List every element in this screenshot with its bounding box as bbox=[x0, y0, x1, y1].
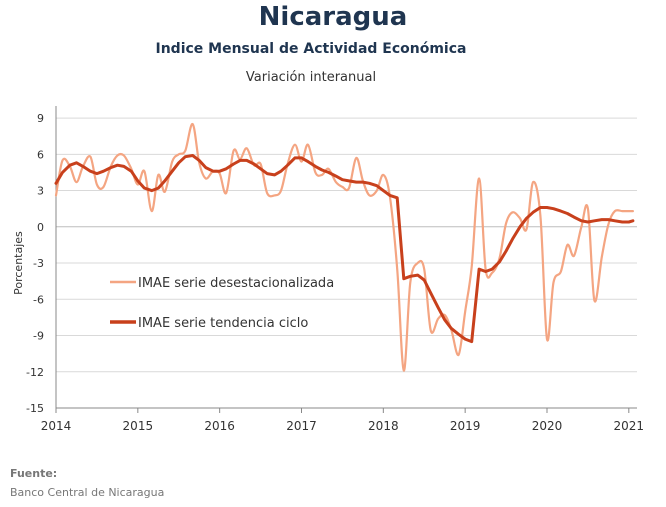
y-tick-label: -9 bbox=[33, 330, 44, 343]
source-value: Banco Central de Nicaragua bbox=[10, 486, 165, 499]
y-axis-title: Porcentajes bbox=[12, 231, 25, 295]
y-tick-label: 0 bbox=[37, 221, 44, 234]
line-chart: -15 -12 -9 -6 -3 0 3 6 9 2014 2015 2016 2017 2018 2019… bbox=[12, 106, 645, 433]
y-tick-label: -12 bbox=[26, 366, 44, 379]
x-tick-label: 2017 bbox=[286, 419, 317, 433]
legend-label: IMAE serie tendencia ciclo bbox=[138, 316, 308, 331]
x-tick-label: 2015 bbox=[123, 419, 154, 433]
chart-subtitle-secondary: Variación interanual bbox=[245, 70, 377, 85]
x-tick-label: 2016 bbox=[204, 419, 235, 433]
chart-subtitle: Indice Mensual de Actividad Económica bbox=[155, 41, 467, 57]
y-tick-label: 3 bbox=[37, 185, 44, 198]
y-tick-label: 6 bbox=[37, 148, 44, 161]
chart-title: Nicaragua bbox=[258, 2, 408, 32]
x-tick-label: 2020 bbox=[532, 419, 563, 433]
series-line-tendencia bbox=[54, 154, 635, 344]
x-tick-label: 2014 bbox=[41, 419, 72, 433]
series-line-desestacionalizada bbox=[54, 122, 634, 372]
y-tick-label: 9 bbox=[37, 112, 44, 125]
y-tick-label: -3 bbox=[33, 257, 44, 270]
x-tick-label: 2021 bbox=[614, 419, 645, 433]
legend-label: IMAE serie desestacionalizada bbox=[138, 276, 334, 291]
y-tick-label: -15 bbox=[26, 402, 44, 415]
x-tick-label: 2019 bbox=[450, 419, 481, 433]
x-tick-label: 2018 bbox=[368, 419, 399, 433]
y-tick-label: -6 bbox=[33, 293, 44, 306]
source-label: Fuente: bbox=[10, 467, 58, 480]
